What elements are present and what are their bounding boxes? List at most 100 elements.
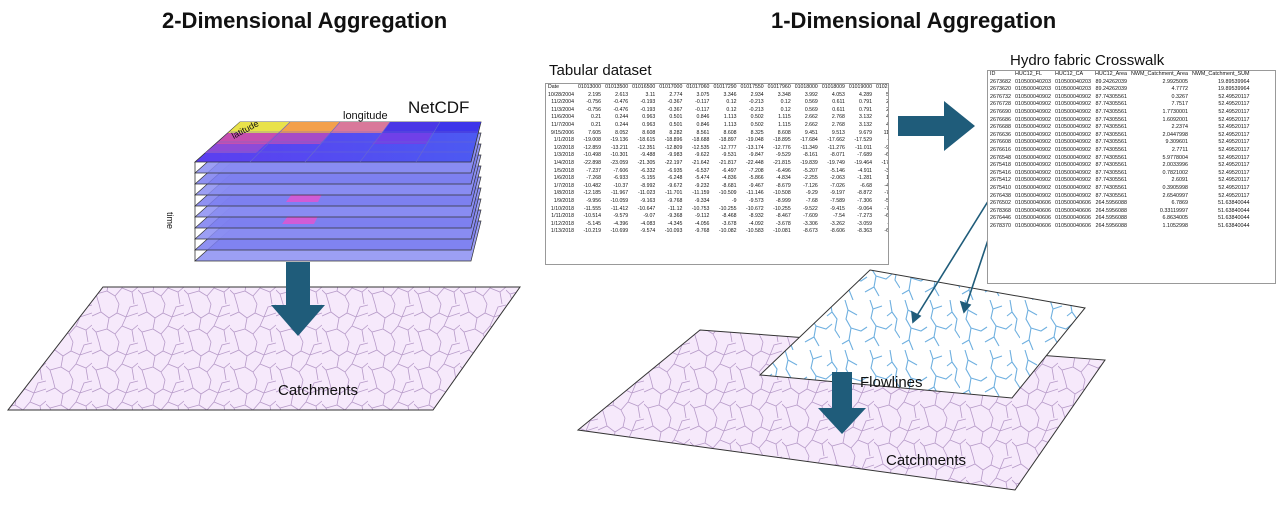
crosswalk-cell: 87.74305561 — [1095, 154, 1128, 161]
tabular-cell: 1.565 — [886, 175, 889, 182]
tabular-cell: -19.136 — [610, 137, 629, 144]
tabular-header-cell: 01019000 — [848, 84, 872, 90]
crosswalk-cell: 010500040902 — [1054, 116, 1091, 123]
tabular-cell: -10.255 — [718, 205, 737, 212]
tabular-cell: -0.756 — [586, 99, 602, 106]
crosswalk-cell: 2676728 — [990, 101, 1011, 108]
crosswalk-cell: 87.74305561 — [1095, 146, 1128, 153]
tabular-cell: -11.349 — [800, 144, 818, 151]
crosswalk-cell: 87.74305561 — [1095, 108, 1128, 115]
crosswalk-cell: 87.74305561 — [1095, 139, 1128, 146]
tabular-cell: 0.12 — [726, 99, 737, 106]
crosswalk-cell: 5.9778004 — [1162, 154, 1188, 161]
crosswalk-cell: 87.74305561 — [1095, 124, 1128, 131]
tabular-cell: -10.509 — [718, 190, 737, 197]
tabular-cell: -3.678 — [721, 220, 737, 227]
crosswalk-cell: 010500040902 — [1015, 177, 1051, 184]
crosswalk-cell: 87.74305561 — [1095, 177, 1128, 184]
tabular-cell: -6.496 — [776, 167, 791, 174]
tabular-cell: -0.367 — [667, 106, 683, 113]
crosswalk-row: 2676686 010500040902 010500040902 87.743055… — [988, 117, 1251, 125]
tabular-cell: 1.115 — [778, 121, 791, 128]
tabular-cell: -9.847 — [748, 152, 764, 159]
tabular-row: 1/9/2018 -9.956 -10.059 -9.163 -9.768 -9.334 -… — [546, 197, 888, 206]
crosswalk-row: 2675416 010500040902 010500040902 87.743055… — [988, 170, 1251, 178]
crosswalk-cell: 19.89539964 — [1217, 78, 1250, 85]
crosswalk-cell: 87.74305561 — [1095, 192, 1128, 199]
crosswalk-cell: 010500040902 — [1015, 124, 1051, 131]
tabular-cell: -9.29 — [805, 190, 818, 197]
right-down-arrow — [818, 372, 866, 434]
tabular-cell: -5.866 — [748, 175, 764, 182]
tabular-row: 1/8/2018 -12.185 -11.967 -11.023 -11.701 -11.… — [546, 190, 888, 198]
crosswalk-cell: 2.7711 — [1171, 146, 1188, 153]
crosswalk-cell: 010500040902 — [1015, 154, 1051, 161]
crosswalk-cell: 1.7730001 — [1162, 108, 1188, 115]
crosswalk-cell: 52.49520117 — [1218, 116, 1250, 123]
tabular-cell: -7.268 — [586, 175, 602, 182]
time-axis-label: time — [165, 212, 175, 230]
tabular-header-cell: 01017290 — [713, 84, 737, 90]
crosswalk-cell: 010500040902 — [1054, 192, 1091, 199]
tabular-cell: -6.935 — [667, 167, 683, 174]
tabular-cell: 1/11/2018 — [551, 213, 574, 220]
crosswalk-cell: 89.24262039 — [1095, 78, 1128, 85]
crosswalk-cell: 52.49520117 — [1218, 184, 1250, 191]
tabular-row: 11/6/2004 0.21 0.244 0.963 0.501 0.846 1.113 0.… — [546, 114, 888, 122]
tabular-cell: -9.956 — [586, 197, 602, 204]
crosswalk-cell: 2676616 — [990, 146, 1011, 153]
tabular-cell: -10.672 — [746, 205, 764, 212]
tabular-cell: -18.688 — [691, 137, 710, 144]
tabular-cell: 4.199 — [886, 121, 889, 128]
crosswalk-cell: 010500040902 — [1054, 139, 1091, 146]
crosswalk-cell: 89.24262039 — [1095, 86, 1128, 93]
tabular-cell: -10.699 — [610, 228, 629, 235]
tabular-cell: -9.768 — [667, 197, 683, 204]
crosswalk-cell: 4.7772 — [1171, 86, 1188, 93]
crosswalk-cell: 52.49520117 — [1218, 154, 1250, 161]
tabular-cell: 1.113 — [723, 114, 737, 121]
tabular-cell: -18.897 — [718, 137, 737, 144]
tabular-cell: 1/4/2018 — [553, 159, 574, 166]
tabular-cell: 11/7/2004 — [551, 121, 574, 128]
crosswalk-cell: 6.7869 — [1171, 200, 1188, 207]
tabular-cell: 1/10/2018 — [550, 205, 574, 212]
tabular-cell: -9.163 — [640, 197, 656, 204]
tabular-cell: 11/3/2004 — [551, 106, 574, 113]
crosswalk-cell: 010500040902 — [1015, 139, 1051, 146]
tabular-cell: -19.008 — [583, 137, 602, 144]
tabular-cell: -12.351 — [637, 144, 656, 151]
tabular-cell: 1/5/2018 — [553, 167, 574, 174]
tabular-cell: -11.412 — [610, 205, 629, 212]
tabular-cell: -6.332 — [640, 167, 656, 174]
tabular-header-cell: 01017960 — [767, 84, 791, 90]
tabular-cell: -22.448 — [746, 159, 764, 166]
tabular-cell: 3.132 — [859, 114, 872, 121]
tabular-cell: 8.282 — [669, 129, 683, 136]
crosswalk-row: 2675410 010500040902 010500040902 87.743055… — [988, 185, 1251, 193]
tabular-cell: -8.363 — [857, 228, 872, 235]
crosswalk-cell: 010500040606 — [1015, 200, 1051, 207]
tabular-cell: 0.12 — [780, 99, 791, 106]
tabular-cell: 1.113 — [723, 121, 737, 128]
crosswalk-cell: 010500040902 — [1054, 184, 1091, 191]
crosswalk-cell: 2.2374 — [1171, 124, 1188, 131]
crosswalk-cell: 2676636 — [990, 131, 1011, 138]
tabular-cell: 2.934 — [750, 91, 764, 98]
tabular-cell: -9.197 — [830, 190, 845, 197]
left-catchments-label: Catchments — [278, 382, 359, 399]
tabular-cell: 11.072 — [883, 129, 889, 136]
crosswalk-cell: 010500040203 — [1054, 78, 1091, 85]
tabular-cell: 3.992 — [804, 91, 818, 98]
crosswalk-row: 2678370 010500040606 010500040606 264.59560… — [988, 223, 1251, 231]
tabular-cell: -7.689 — [857, 152, 872, 159]
netcdf-label: NetCDF — [408, 98, 470, 117]
tabular-cell: -7.026 — [830, 182, 845, 189]
crosswalk-cell: 52.49520117 — [1218, 146, 1250, 153]
tabular-cell: -10.081 — [773, 228, 791, 235]
tabular-cell: 3.346 — [723, 91, 737, 98]
crosswalk-row: 2673620 010500040203 010500040203 89.242620… — [988, 86, 1251, 94]
tabular-cell: 9.679 — [859, 129, 872, 136]
tabular-cell: -5.145 — [586, 220, 602, 227]
tabular-cell: -10.255 — [773, 205, 791, 212]
